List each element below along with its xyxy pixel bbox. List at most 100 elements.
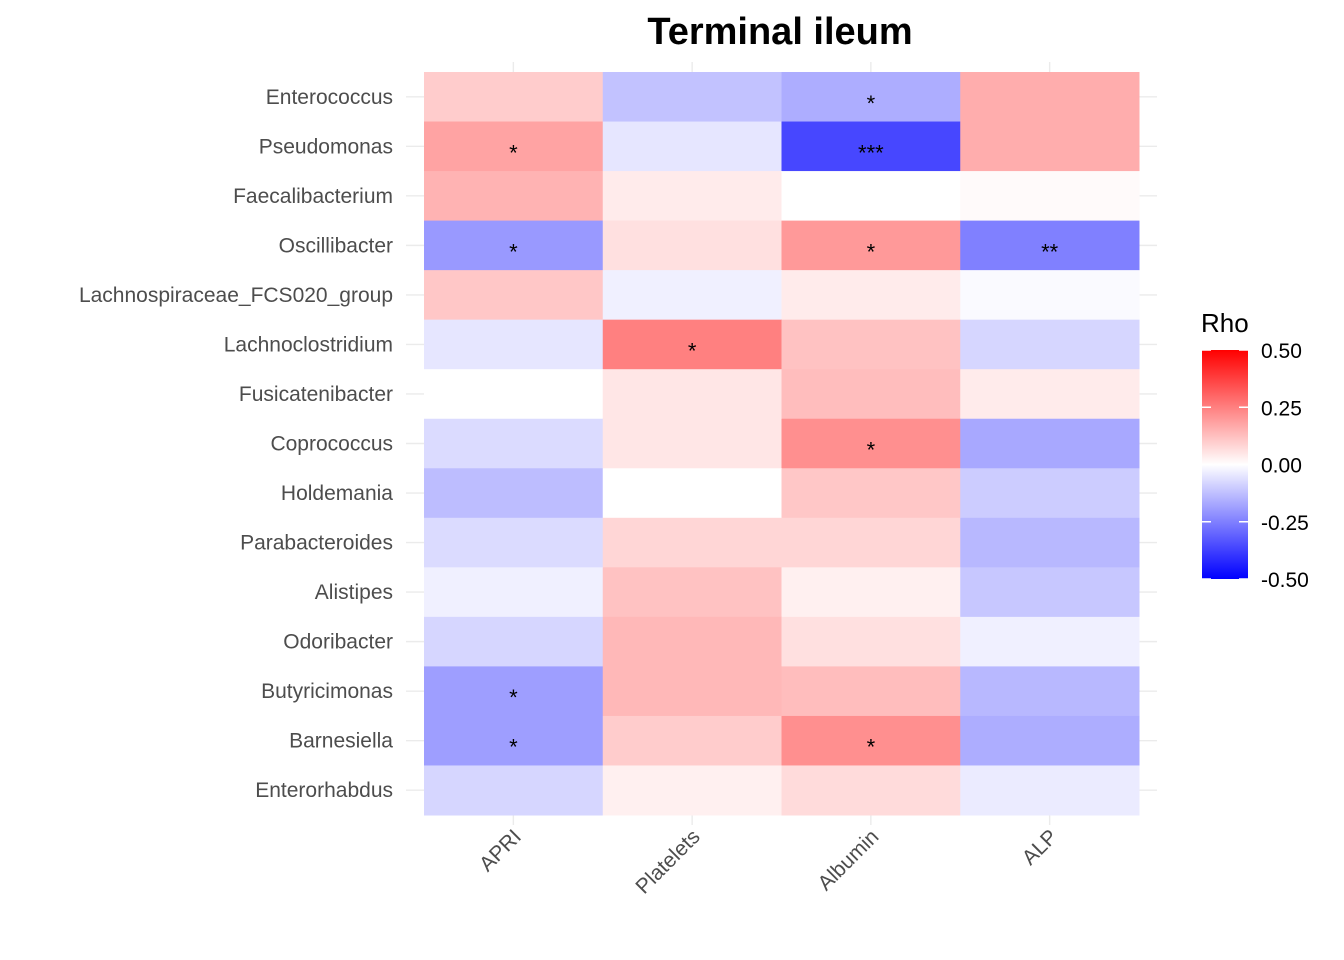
heatmap-cell bbox=[960, 666, 1140, 717]
significance-label: * bbox=[867, 239, 876, 264]
significance-label: * bbox=[688, 338, 697, 363]
heatmap-cell bbox=[424, 369, 604, 420]
heatmap-cell bbox=[602, 171, 782, 222]
y-tick-label: Fusicatenibacter bbox=[239, 383, 393, 406]
heatmap-cell bbox=[960, 715, 1140, 766]
heatmap-cell bbox=[960, 72, 1140, 123]
heatmap-cell bbox=[602, 765, 782, 816]
heatmap-cell bbox=[960, 567, 1140, 618]
heatmap-cell bbox=[960, 517, 1140, 568]
legend-tick-label: 0.25 bbox=[1261, 397, 1302, 420]
heatmap-cell bbox=[781, 270, 961, 321]
y-tick-label: Coprococcus bbox=[270, 433, 393, 456]
y-tick-label: Holdemania bbox=[281, 482, 393, 505]
legend-tick-label: 0.00 bbox=[1261, 455, 1302, 478]
heatmap-cell bbox=[781, 567, 961, 618]
heatmap-cell bbox=[781, 319, 961, 370]
heatmap-cell bbox=[781, 765, 961, 816]
y-tick-label: Faecalibacterium bbox=[233, 185, 393, 208]
heatmap-cell bbox=[960, 418, 1140, 469]
y-tick-label: Pseudomonas bbox=[259, 135, 393, 158]
significance-label: * bbox=[867, 438, 876, 463]
legend-ticks: 0.50 0.25 0.00 -0.25 -0.50 bbox=[1202, 340, 1309, 592]
significance-label: *** bbox=[858, 140, 884, 165]
heatmap-cell bbox=[602, 616, 782, 667]
heatmap-cell bbox=[602, 220, 782, 271]
heatmap-tiles bbox=[424, 72, 1140, 816]
heatmap-cell bbox=[781, 220, 961, 271]
heatmap-cell bbox=[960, 121, 1140, 172]
heatmap-cell bbox=[781, 72, 961, 123]
heatmap-cell bbox=[424, 72, 604, 123]
heatmap-cell bbox=[424, 765, 604, 816]
significance-label: * bbox=[509, 685, 518, 710]
heatmap-cell bbox=[781, 715, 961, 766]
heatmap-cell bbox=[781, 418, 961, 469]
significance-label: * bbox=[867, 91, 876, 116]
heatmap-cell bbox=[781, 468, 961, 519]
y-tick-label: Odoribacter bbox=[283, 631, 393, 654]
heatmap-cell bbox=[424, 715, 604, 766]
heatmap-cell bbox=[602, 72, 782, 123]
heatmap-cell bbox=[602, 369, 782, 420]
heatmap-cell bbox=[781, 121, 961, 172]
heatmap-cell bbox=[424, 220, 604, 271]
color-legend: Rho 0.50 0.25 0.00 -0.25 -0.50 bbox=[1201, 308, 1309, 592]
heatmap-cell bbox=[781, 616, 961, 667]
heatmap-cell bbox=[602, 270, 782, 321]
heatmap-cell bbox=[424, 616, 604, 667]
y-tick-label: Enterorhabdus bbox=[255, 779, 393, 802]
legend-title: Rho bbox=[1201, 308, 1249, 338]
x-tick-label: Platelets bbox=[631, 825, 704, 898]
heatmap-cell bbox=[960, 270, 1140, 321]
heatmap-cell bbox=[781, 517, 961, 568]
y-tick-label: Lachnospiraceae_FCS020_group bbox=[79, 284, 393, 307]
significance-label: * bbox=[509, 735, 518, 760]
x-tick-label: Albumin bbox=[813, 825, 883, 895]
heatmap-cell bbox=[602, 121, 782, 172]
heatmap-cell bbox=[424, 270, 604, 321]
y-tick-label: Oscillibacter bbox=[279, 234, 393, 257]
heatmap-cell bbox=[960, 765, 1140, 816]
heatmap-cell bbox=[960, 616, 1140, 667]
heatmap-cell bbox=[424, 517, 604, 568]
significance-label: * bbox=[867, 735, 876, 760]
significance-label: ** bbox=[1041, 239, 1059, 264]
y-tick-label: Butyricimonas bbox=[261, 680, 393, 703]
legend-tick-label: -0.50 bbox=[1261, 569, 1309, 592]
heatmap-cell bbox=[960, 319, 1140, 370]
y-axis-labels: Enterococcus Pseudomonas Faecalibacterium O… bbox=[79, 86, 393, 802]
heatmap-cell bbox=[424, 171, 604, 222]
y-tick-label: Lachnoclostridium bbox=[224, 333, 393, 356]
heatmap-cell bbox=[781, 369, 961, 420]
significance-labels: ** **** * ****** * bbox=[509, 91, 1059, 760]
x-tick-label: APRI bbox=[475, 825, 526, 876]
heatmap-cell bbox=[960, 171, 1140, 222]
heatmap-cell bbox=[602, 666, 782, 717]
legend-tick-label: -0.25 bbox=[1261, 512, 1309, 535]
heatmap-cell bbox=[424, 567, 604, 618]
chart-title: Terminal ileum bbox=[647, 11, 912, 53]
heatmap-cell bbox=[424, 666, 604, 717]
heatmap-cell bbox=[424, 319, 604, 370]
y-tick-label: Parabacteroides bbox=[240, 532, 393, 555]
heatmap-cell bbox=[960, 369, 1140, 420]
heatmap-cell bbox=[424, 468, 604, 519]
heatmap-cell bbox=[960, 468, 1140, 519]
y-tick-label: Barnesiella bbox=[289, 730, 393, 753]
heatmap-cell bbox=[781, 171, 961, 222]
heatmap-cell bbox=[602, 567, 782, 618]
heatmap-cell bbox=[602, 715, 782, 766]
x-axis-labels: APRI Platelets Albumin ALP bbox=[475, 825, 1062, 898]
legend-tick-label: 0.50 bbox=[1261, 340, 1302, 363]
heatmap-cell bbox=[781, 666, 961, 717]
heatmap-cell bbox=[424, 418, 604, 469]
significance-label: * bbox=[509, 239, 518, 264]
y-tick-label: Enterococcus bbox=[266, 86, 393, 109]
y-tick-label: Alistipes bbox=[315, 581, 393, 604]
heatmap-cell bbox=[602, 418, 782, 469]
significance-label: * bbox=[509, 140, 518, 165]
x-tick-label: ALP bbox=[1018, 825, 1062, 869]
heatmap-cell bbox=[602, 319, 782, 370]
